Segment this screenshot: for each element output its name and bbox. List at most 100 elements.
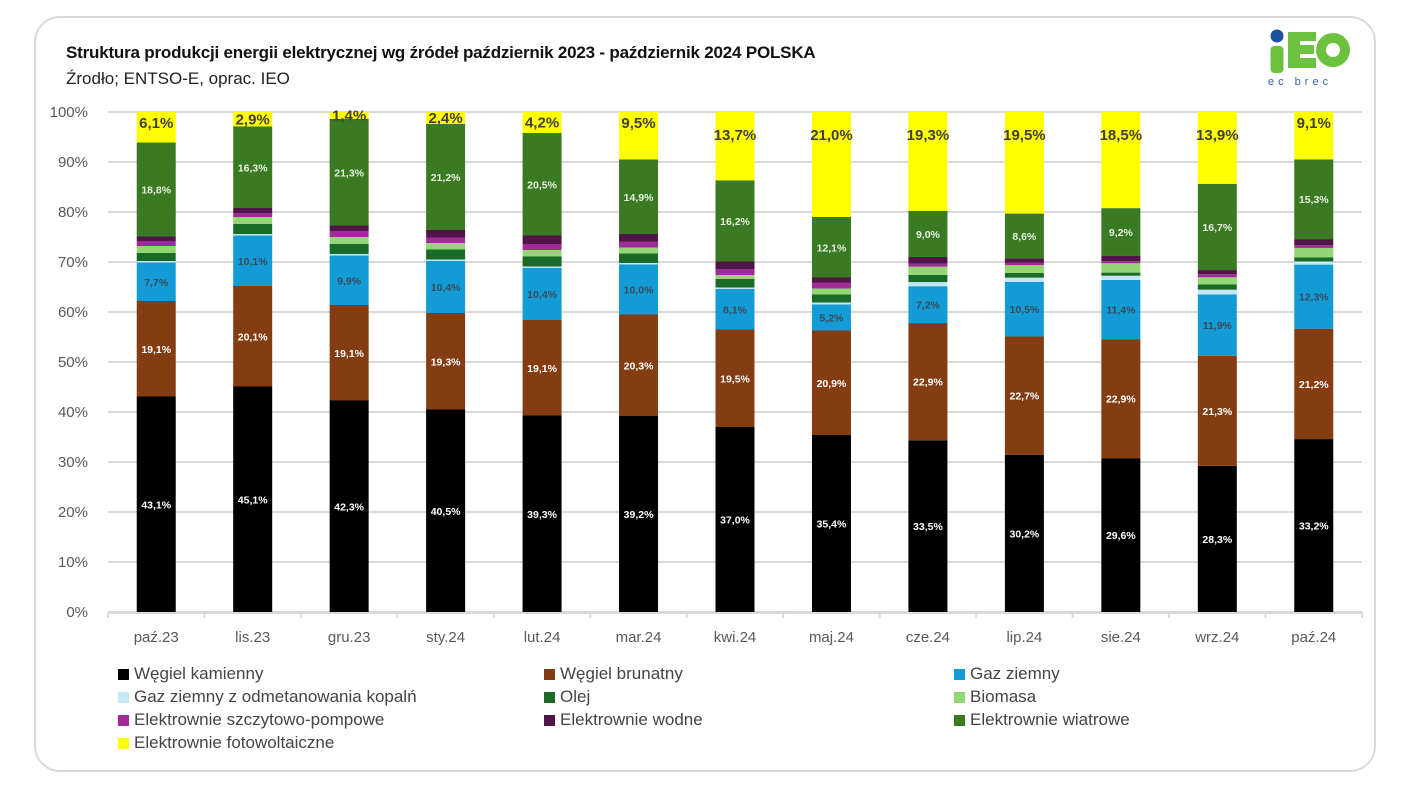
bar-segment <box>233 112 273 127</box>
bar-segment <box>715 269 755 275</box>
bar-segment <box>1294 257 1334 262</box>
data-label: 19,5% <box>1003 127 1046 144</box>
bar-segment <box>329 400 369 612</box>
bar-segment <box>619 234 659 242</box>
data-label: 10,4% <box>431 282 461 294</box>
legend-item: Olej <box>544 687 590 707</box>
data-label: 12,3% <box>1299 292 1329 304</box>
data-label: 22,9% <box>913 377 943 389</box>
data-label: 20,1% <box>238 331 268 343</box>
legend-swatch <box>118 714 129 726</box>
legend-item: Gaz ziemny z odmetanowania kopalń <box>118 687 417 707</box>
data-label: 18,8% <box>141 185 171 197</box>
legend-item: Węgiel brunatny <box>544 664 683 684</box>
bar-segment <box>1101 263 1141 273</box>
bar-segment <box>1004 265 1044 273</box>
bar-segment <box>715 275 755 279</box>
bar-segment <box>1004 262 1044 266</box>
data-label: 21,0% <box>810 127 853 144</box>
bar-segment <box>1294 264 1334 329</box>
data-label: 16,2% <box>720 216 750 228</box>
data-label: 18,5% <box>1100 127 1143 144</box>
bar-segment <box>811 112 851 217</box>
bar-segment <box>233 213 273 217</box>
bar-segment <box>715 261 755 269</box>
bar-segment <box>811 294 851 303</box>
bar-segment <box>136 142 176 237</box>
x-tick-label: gru.23 <box>328 629 371 646</box>
data-label: 19,5% <box>720 373 750 385</box>
data-label: 5,2% <box>819 313 844 325</box>
data-label: 39,3% <box>527 509 557 521</box>
bar-segment <box>1101 458 1141 612</box>
bar-segment <box>811 330 851 435</box>
bar-segment <box>1294 261 1334 265</box>
data-label: 7,7% <box>144 277 169 289</box>
data-label: 10,5% <box>1009 304 1039 316</box>
legend-item: Elektrownie szczytowo-pompowe <box>118 710 384 730</box>
legend-label: Gaz ziemny <box>970 664 1060 683</box>
data-label: 9,5% <box>621 115 655 132</box>
bar-segment <box>1294 112 1334 160</box>
x-tick-label: lip.24 <box>1006 629 1042 646</box>
logo-subtext: ec brec <box>1268 76 1333 88</box>
legend-swatch <box>954 668 965 680</box>
bar-segment <box>233 126 273 208</box>
bar-segment <box>136 246 176 253</box>
bar-segment <box>619 247 659 254</box>
bar-segment <box>619 112 659 160</box>
data-label: 39,2% <box>624 509 654 521</box>
bar-segment <box>426 409 466 612</box>
y-tick-label: 60% <box>58 304 88 321</box>
bar-segment <box>715 289 755 330</box>
bar-segment <box>811 217 851 278</box>
data-label: 28,3% <box>1202 534 1232 546</box>
chart-title: Struktura produkcji energii elektrycznej… <box>66 43 816 62</box>
data-label: 13,7% <box>714 127 757 144</box>
legend-label: Węgiel brunatny <box>560 664 683 683</box>
y-tick-label: 10% <box>58 554 88 571</box>
bar-segment <box>1101 275 1141 280</box>
data-label: 20,9% <box>817 378 847 390</box>
legend-label: Elektrownie wodne <box>560 710 703 729</box>
legend-swatch <box>544 668 555 680</box>
bar-segment <box>811 304 851 331</box>
data-label: 11,4% <box>1106 305 1136 317</box>
data-label: 9,2% <box>1109 227 1134 239</box>
data-label: 2,9% <box>236 111 270 128</box>
bar-segment <box>426 313 466 410</box>
data-label: 16,3% <box>238 162 268 174</box>
bar-segment <box>715 279 755 288</box>
bar-segment <box>1101 255 1141 262</box>
legend-item: Elektrownie fotowoltaiczne <box>118 733 334 753</box>
bar-segment <box>1197 355 1237 466</box>
x-tick-label: mar.24 <box>616 629 662 646</box>
data-label: 19,3% <box>431 356 461 368</box>
bar-segment <box>908 286 948 324</box>
data-label: 45,1% <box>238 494 268 506</box>
bar-segment <box>811 435 851 612</box>
bar-segment <box>1197 289 1237 295</box>
bar-segment <box>908 112 948 211</box>
y-tick-label: 100% <box>50 104 88 121</box>
bar-segment <box>1101 112 1141 209</box>
bar-segment <box>1004 272 1044 278</box>
bar-segment <box>715 180 755 262</box>
data-label: 10,4% <box>527 289 557 301</box>
bar-segment <box>619 314 659 416</box>
bar-segment <box>1101 208 1141 256</box>
legend-swatch <box>544 691 555 703</box>
x-tick-label: cze.24 <box>906 629 950 646</box>
bar-segment <box>136 396 176 612</box>
data-label: 19,3% <box>907 127 950 144</box>
data-label: 22,9% <box>1106 394 1136 406</box>
data-label: 19,1% <box>141 344 171 356</box>
bar-segment <box>1197 294 1237 356</box>
bar-segment <box>1294 159 1334 240</box>
x-tick-label: lut.24 <box>524 629 561 646</box>
bar-segment <box>136 262 176 301</box>
data-label: 8,1% <box>723 304 748 316</box>
data-label: 33,2% <box>1299 521 1329 533</box>
data-label: 15,3% <box>1299 194 1329 206</box>
logo-e <box>1288 32 1316 68</box>
